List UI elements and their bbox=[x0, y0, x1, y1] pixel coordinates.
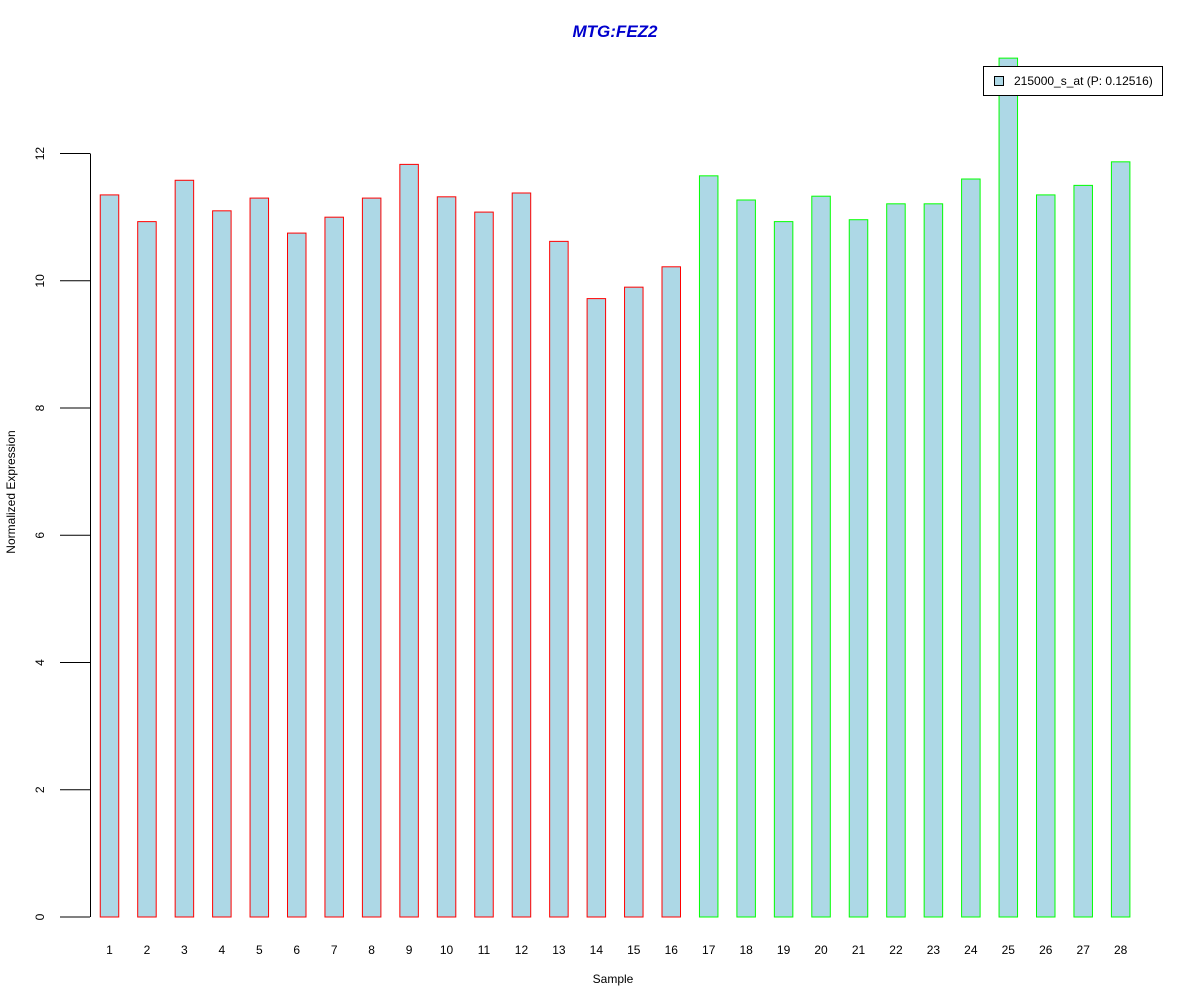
bar bbox=[1036, 194, 1056, 918]
x-tick-label: 21 bbox=[852, 943, 866, 957]
x-tick-label: 13 bbox=[552, 943, 566, 957]
x-tick-label: 24 bbox=[964, 943, 978, 957]
bar bbox=[324, 216, 344, 918]
bar bbox=[1073, 184, 1093, 918]
y-tick-label: 10 bbox=[33, 274, 47, 288]
bar bbox=[474, 211, 494, 918]
legend: 215000_s_at (P: 0.12516) bbox=[983, 66, 1163, 96]
legend-box bbox=[983, 66, 1163, 96]
y-tick-label: 2 bbox=[33, 786, 47, 793]
bar bbox=[436, 196, 457, 918]
bar bbox=[249, 197, 270, 918]
bar bbox=[287, 232, 307, 918]
bar bbox=[624, 286, 644, 918]
bar bbox=[549, 240, 569, 918]
y-tick-label: 8 bbox=[33, 404, 47, 411]
bar bbox=[361, 197, 382, 918]
x-tick-label: 15 bbox=[627, 943, 641, 957]
x-axis-title: Sample bbox=[593, 972, 634, 986]
bar bbox=[661, 266, 681, 918]
x-tick-label: 23 bbox=[927, 943, 941, 957]
x-tick-label: 18 bbox=[739, 943, 753, 957]
y-axis-title: Normalized Expression bbox=[4, 430, 18, 553]
x-tick-label: 1 bbox=[106, 943, 113, 957]
bar bbox=[811, 195, 831, 918]
bar bbox=[586, 298, 607, 918]
x-tick-label: 19 bbox=[777, 943, 791, 957]
bar bbox=[399, 163, 419, 918]
y-tick-label: 12 bbox=[33, 147, 47, 161]
x-tick-labels: 1 2 3 4 5 6 7 8 9 10 11 12 13 14 15 16 17 18 19 20 21 22 23 24 2… bbox=[106, 943, 1127, 957]
legend-swatch bbox=[994, 76, 1004, 86]
bar bbox=[1110, 161, 1131, 918]
x-tick-label: 12 bbox=[515, 943, 529, 957]
x-tick-label: 8 bbox=[368, 943, 375, 957]
bar bbox=[736, 199, 756, 918]
x-tick-label: 16 bbox=[665, 943, 679, 957]
x-tick-label: 7 bbox=[331, 943, 338, 957]
y-tick-label: 0 bbox=[33, 913, 47, 920]
bar bbox=[137, 221, 157, 918]
y-tick-label: 6 bbox=[33, 532, 47, 539]
y-axis: 0 2 4 6 8 10 12 bbox=[33, 147, 91, 920]
x-tick-label: 6 bbox=[293, 943, 300, 957]
x-tick-label: 3 bbox=[181, 943, 188, 957]
bar bbox=[886, 203, 906, 918]
bars-group bbox=[99, 57, 1131, 918]
bar bbox=[998, 57, 1019, 918]
bar bbox=[698, 175, 719, 918]
x-tick-label: 17 bbox=[702, 943, 716, 957]
x-tick-label: 27 bbox=[1077, 943, 1091, 957]
x-tick-label: 22 bbox=[889, 943, 903, 957]
x-tick-label: 2 bbox=[144, 943, 151, 957]
bar bbox=[773, 221, 794, 918]
bar bbox=[99, 194, 120, 918]
chart-title: MTG:FEZ2 bbox=[573, 22, 659, 41]
x-tick-label: 28 bbox=[1114, 943, 1128, 957]
bar bbox=[212, 210, 232, 918]
x-tick-label: 14 bbox=[590, 943, 604, 957]
x-tick-label: 26 bbox=[1039, 943, 1053, 957]
bar bbox=[923, 203, 944, 918]
bar bbox=[174, 179, 195, 918]
bar bbox=[511, 192, 532, 918]
y-tick-label: 4 bbox=[33, 659, 47, 666]
x-tick-label: 4 bbox=[219, 943, 226, 957]
bar bbox=[961, 178, 981, 918]
x-tick-label: 10 bbox=[440, 943, 454, 957]
bar bbox=[848, 219, 869, 918]
x-tick-label: 9 bbox=[406, 943, 413, 957]
x-tick-label: 11 bbox=[478, 943, 491, 957]
legend-label: 215000_s_at (P: 0.12516) bbox=[1014, 74, 1153, 88]
x-tick-label: 20 bbox=[814, 943, 828, 957]
x-tick-label: 25 bbox=[1002, 943, 1016, 957]
x-tick-label: 5 bbox=[256, 943, 263, 957]
